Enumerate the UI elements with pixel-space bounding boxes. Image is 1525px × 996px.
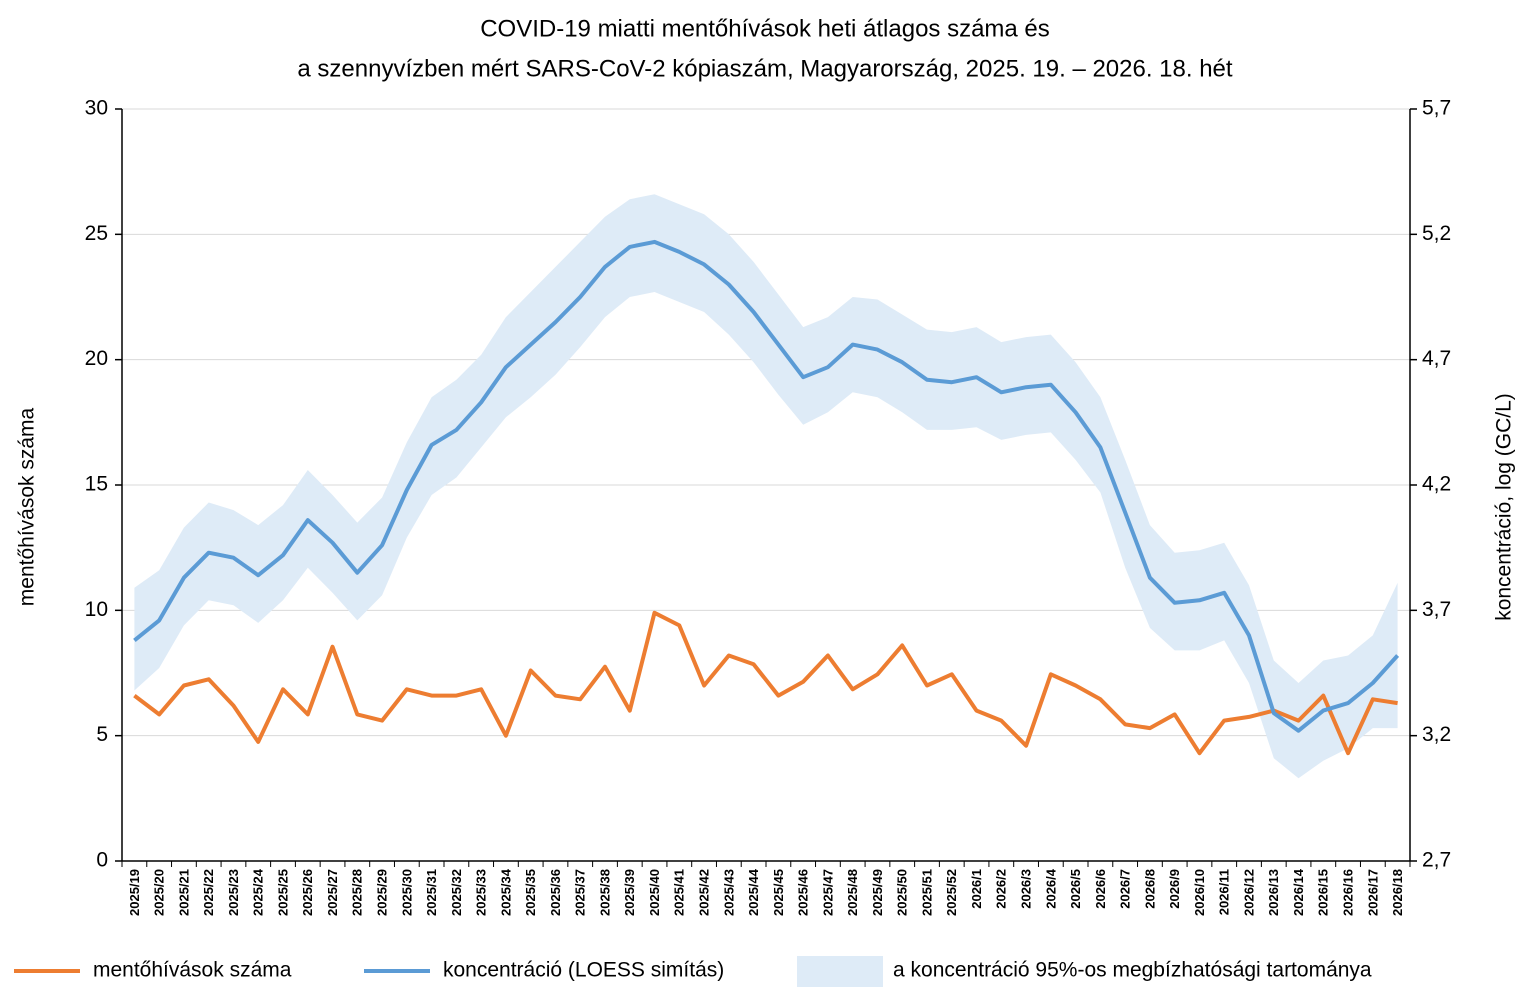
x-tick-label: 2026/1 xyxy=(969,869,984,909)
x-tick-label: 2025/23 xyxy=(226,869,241,916)
x-tick-label: 2025/24 xyxy=(251,868,266,916)
x-tick-label: 2025/31 xyxy=(424,869,439,916)
x-tick-label: 2025/27 xyxy=(325,869,340,916)
confidence-band xyxy=(134,194,1398,779)
x-tick-label: 2026/7 xyxy=(1118,869,1133,909)
x-tick-label: 2025/41 xyxy=(672,869,687,916)
legend-label: a koncentráció 95%-os megbízhatósági tar… xyxy=(893,959,1372,982)
y-tick-label: 15 xyxy=(85,473,108,496)
x-tick-label: 2025/34 xyxy=(498,868,513,916)
x-tick-label: 2025/19 xyxy=(127,869,142,916)
x-tick-label: 2025/37 xyxy=(573,869,588,916)
y2-tick-label: 2,7 xyxy=(1422,849,1451,872)
x-tick-label: 2026/8 xyxy=(1142,869,1157,909)
x-tick-label: 2026/15 xyxy=(1316,869,1331,916)
x-tick-label: 2025/30 xyxy=(399,869,414,916)
y2-tick-label: 3,2 xyxy=(1422,723,1451,746)
y-tick-label: 5 xyxy=(96,723,108,746)
y2-tick-label: 5,7 xyxy=(1422,97,1451,120)
x-tick-label: 2025/47 xyxy=(820,869,835,916)
x-tick-label: 2026/10 xyxy=(1192,869,1207,916)
y-tick-label: 20 xyxy=(85,347,108,370)
y2-tick-label: 4,2 xyxy=(1422,473,1451,496)
legend-swatch xyxy=(797,956,883,987)
x-tick-label: 2025/22 xyxy=(201,869,216,916)
x-tick-label: 2026/12 xyxy=(1241,869,1256,916)
x-tick-label: 2026/2 xyxy=(994,869,1009,909)
chart-title: a szennyvízben mért SARS-CoV-2 kópiaszám… xyxy=(297,55,1233,82)
x-tick-label: 2026/5 xyxy=(1068,869,1083,909)
x-tick-label: 2025/40 xyxy=(647,869,662,916)
x-tick-label: 2025/44 xyxy=(746,868,761,916)
x-tick-label: 2026/14 xyxy=(1291,868,1306,916)
x-tick-label: 2025/49 xyxy=(870,869,885,916)
x-tick-label: 2026/13 xyxy=(1266,869,1281,916)
x-tick-label: 2026/3 xyxy=(1019,869,1034,909)
x-tick-label: 2025/28 xyxy=(350,869,365,916)
x-tick-label: 2026/16 xyxy=(1341,869,1356,916)
x-tick-label: 2025/25 xyxy=(275,869,290,916)
y-tick-label: 10 xyxy=(85,598,108,621)
legend-label: koncentráció (LOESS simítás) xyxy=(443,959,724,982)
x-tick-label: 2025/46 xyxy=(796,869,811,916)
y-tick-label: 30 xyxy=(85,97,108,120)
x-tick-label: 2026/18 xyxy=(1390,869,1405,916)
y2-tick-label: 3,7 xyxy=(1422,598,1451,621)
x-tick-label: 2025/42 xyxy=(697,869,712,916)
x-tick-label: 2025/51 xyxy=(919,869,934,916)
x-tick-label: 2025/38 xyxy=(597,869,612,916)
x-tick-label: 2026/9 xyxy=(1167,869,1182,909)
x-tick-label: 2025/26 xyxy=(300,869,315,916)
x-tick-label: 2025/39 xyxy=(622,869,637,916)
y2-tick-label: 4,7 xyxy=(1422,347,1451,370)
x-tick-label: 2025/21 xyxy=(176,869,191,916)
y2-tick-label: 5,2 xyxy=(1422,222,1451,245)
x-tick-label: 2026/6 xyxy=(1093,869,1108,909)
line-series xyxy=(133,610,1398,756)
y-tick-label: 0 xyxy=(96,849,108,872)
x-tick-label: 2025/52 xyxy=(944,869,959,916)
x-tick-label: 2025/48 xyxy=(845,869,860,916)
x-tick-label: 2025/45 xyxy=(771,869,786,916)
line-series xyxy=(133,239,1400,733)
y-axis-label: mentőhívások száma xyxy=(16,407,39,606)
x-tick-label: 2026/11 xyxy=(1217,869,1232,915)
x-tick-label: 2026/17 xyxy=(1365,869,1380,916)
x-tick-label: 2025/20 xyxy=(152,869,167,916)
x-tick-label: 2025/32 xyxy=(449,869,464,916)
chart-title: COVID-19 miatti mentőhívások heti átlago… xyxy=(480,15,1050,42)
x-tick-label: 2025/43 xyxy=(721,869,736,916)
x-tick-label: 2025/50 xyxy=(895,869,910,916)
y2-axis-label: koncentráció, log (GC/L) xyxy=(1493,393,1516,621)
x-tick-label: 2026/4 xyxy=(1043,868,1058,909)
x-tick-label: 2025/35 xyxy=(523,869,538,916)
x-tick-label: 2025/36 xyxy=(548,869,563,916)
y-tick-label: 25 xyxy=(85,222,108,245)
legend-label: mentőhívások száma xyxy=(93,959,292,982)
x-tick-label: 2025/33 xyxy=(474,869,489,916)
x-tick-label: 2025/29 xyxy=(375,869,390,916)
